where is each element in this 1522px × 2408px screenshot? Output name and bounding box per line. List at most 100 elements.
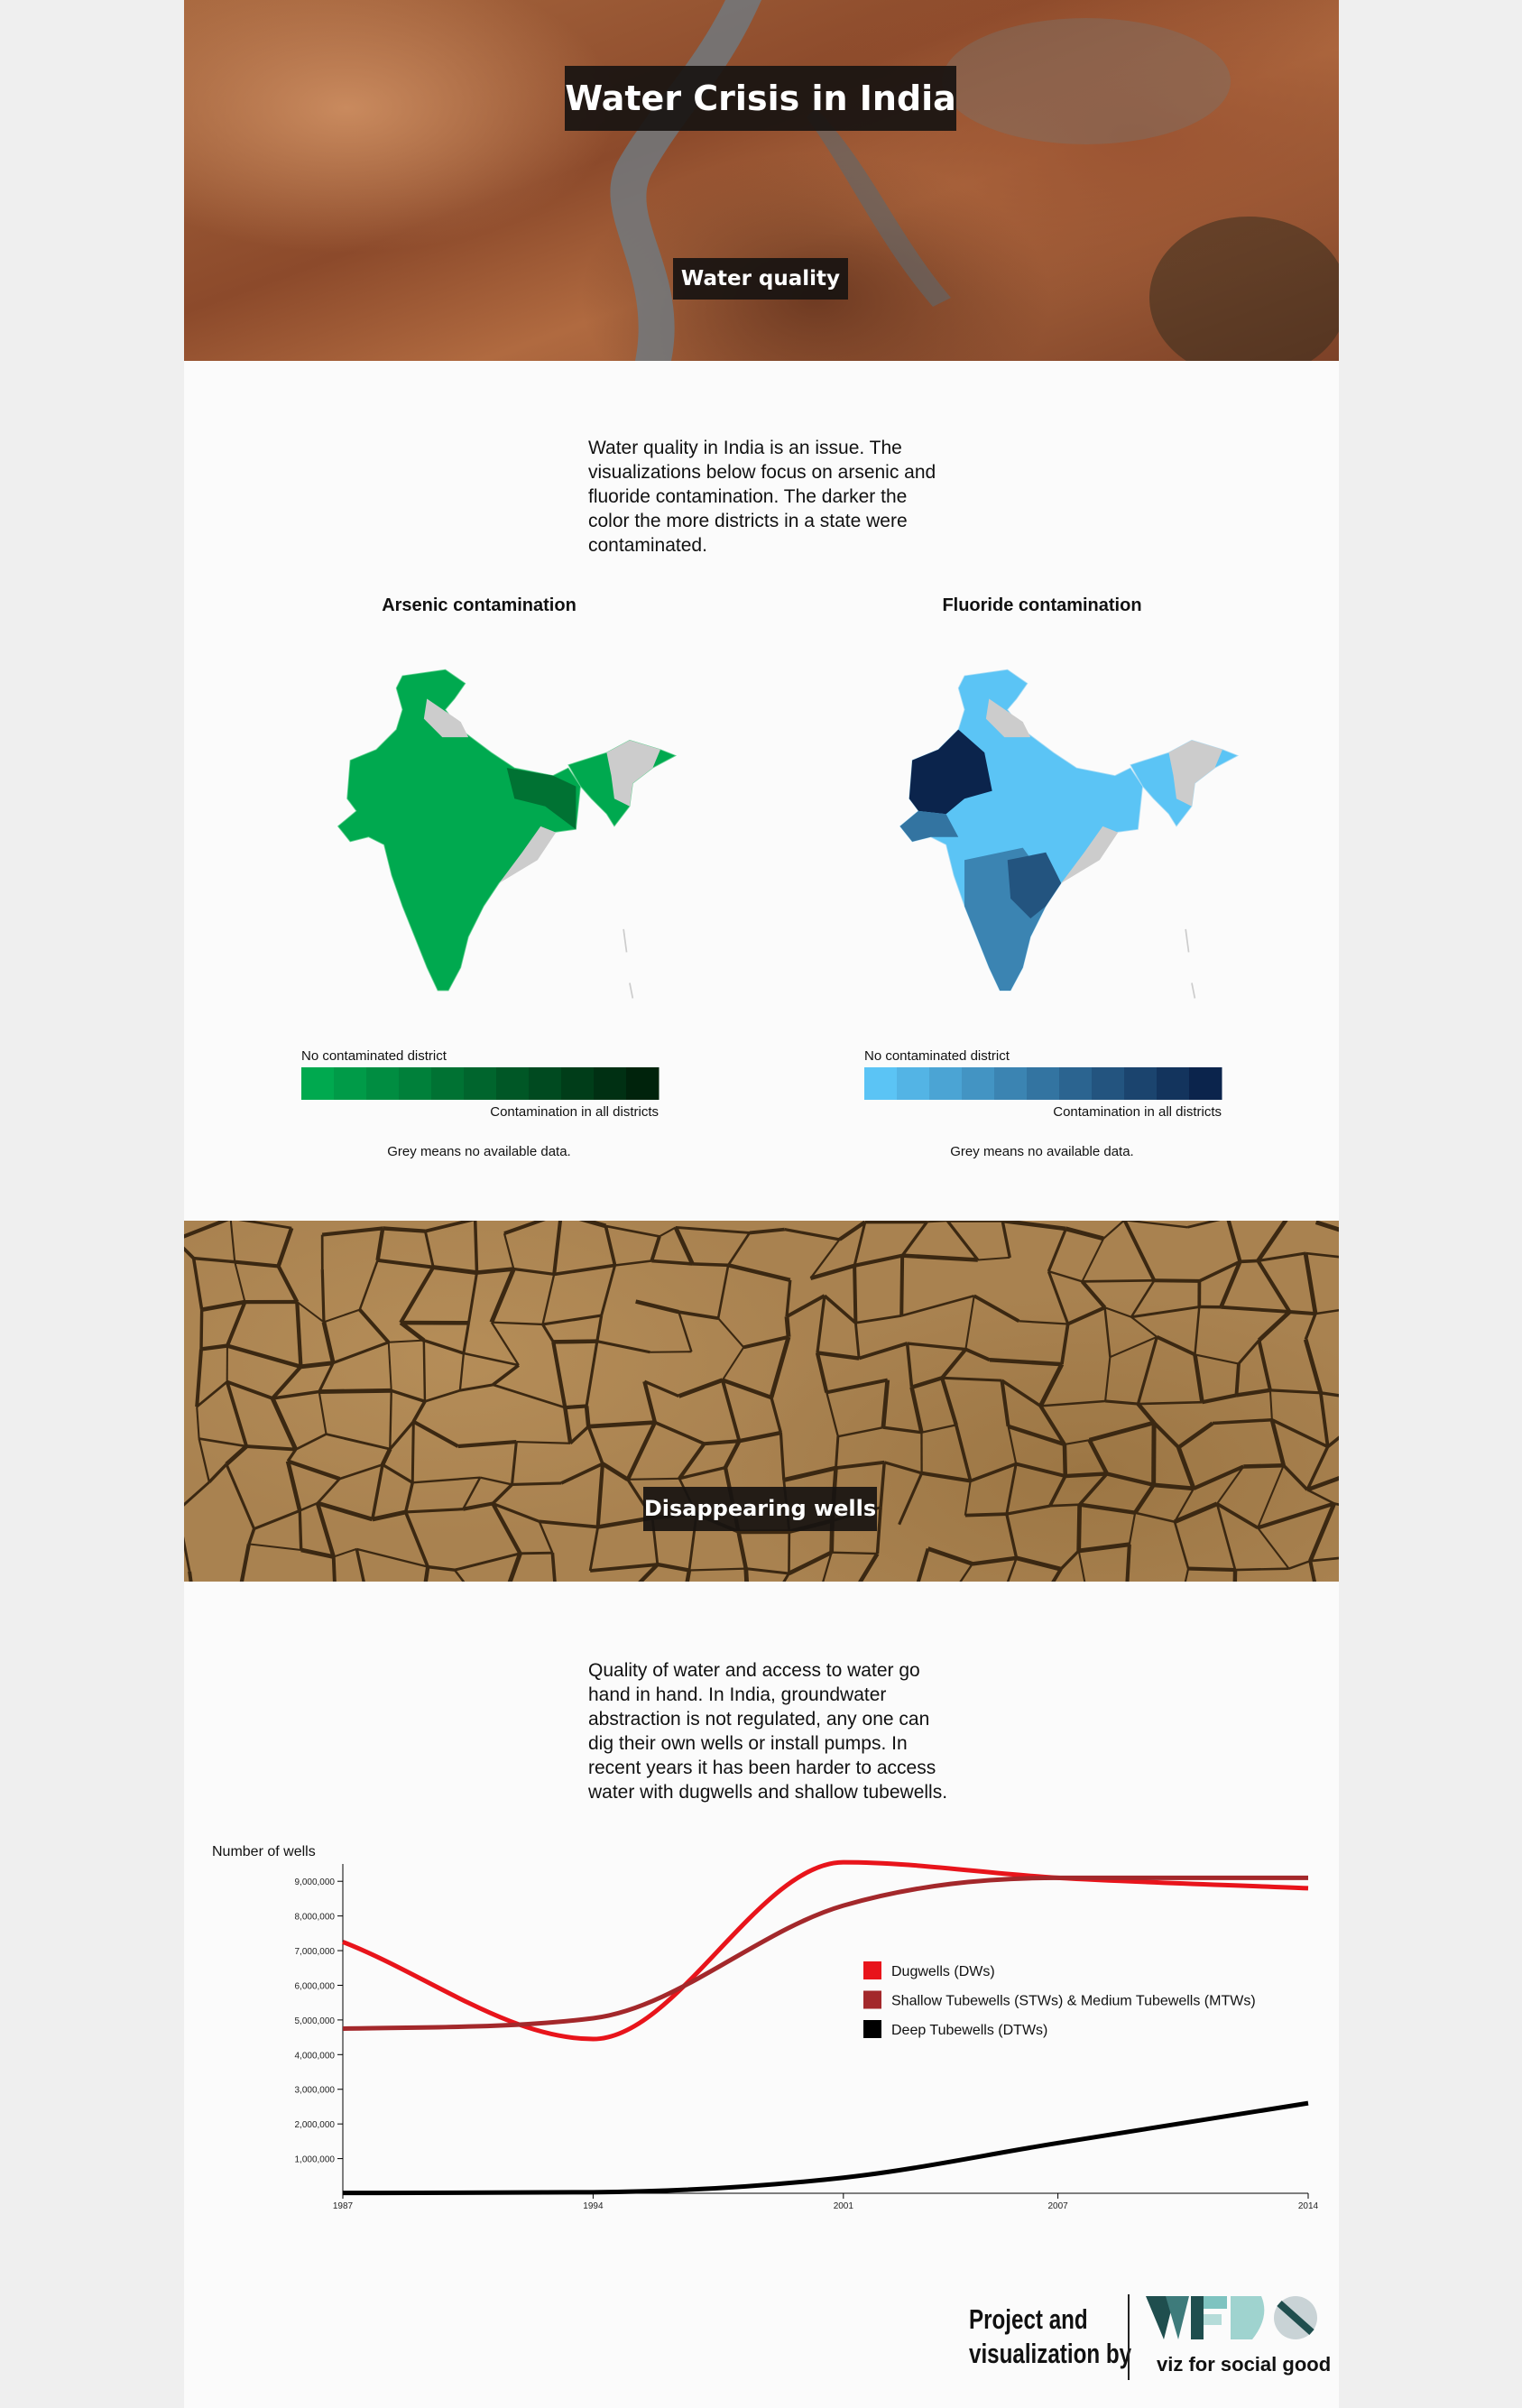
crack [1076, 1504, 1083, 1551]
crack [380, 1448, 392, 1466]
crack [1258, 1251, 1306, 1262]
crack [1051, 1568, 1063, 1582]
crack [234, 1261, 246, 1303]
crack [550, 1553, 557, 1582]
crack [853, 1323, 861, 1359]
crack [881, 1379, 890, 1428]
crack [375, 1228, 385, 1261]
section-title: Disappearing wells [643, 1487, 877, 1531]
crack [1193, 1354, 1204, 1403]
crack [1006, 1504, 1051, 1516]
crack [520, 1551, 553, 1555]
crack [1184, 1568, 1190, 1582]
crack [516, 1441, 571, 1444]
crack [1082, 1278, 1155, 1283]
crack [225, 1444, 248, 1466]
crack [511, 1441, 518, 1485]
legend-high-label: Contamination in all districts [1053, 1104, 1222, 1120]
crack [964, 1347, 991, 1362]
crack [1007, 1425, 1018, 1464]
crack [882, 1425, 922, 1435]
crack [1122, 1221, 1157, 1282]
crack [1102, 1221, 1126, 1240]
crack [1269, 1419, 1287, 1466]
crack [1038, 1363, 1065, 1407]
crack [704, 1439, 740, 1446]
crack [899, 1255, 905, 1316]
crack [424, 1389, 461, 1403]
crack [503, 1221, 546, 1235]
crack [1152, 1421, 1180, 1449]
legend-swatch [366, 1067, 400, 1100]
crack [1066, 1305, 1106, 1326]
crack [553, 1263, 615, 1277]
crack [1202, 1393, 1237, 1405]
crack [1048, 1475, 1067, 1508]
crack [563, 1407, 573, 1444]
crack [1128, 1512, 1137, 1545]
crack [458, 1352, 466, 1391]
crack [1221, 1305, 1290, 1314]
crack [491, 1321, 543, 1326]
y-tick-label: 1,000,000 [295, 2155, 336, 2165]
crack [853, 1222, 867, 1267]
crack [318, 1388, 392, 1394]
crack [248, 1543, 301, 1551]
crack [491, 1483, 513, 1505]
crack [782, 1573, 790, 1582]
crack [198, 1438, 211, 1483]
crack [1257, 1464, 1285, 1528]
crack [1226, 1221, 1242, 1262]
crack [389, 1420, 415, 1451]
crack [727, 1232, 752, 1267]
crack [387, 1342, 392, 1391]
crack [779, 1432, 786, 1481]
crack [1000, 1379, 1010, 1427]
crack [650, 1235, 661, 1262]
crack [296, 1301, 325, 1324]
crack [541, 1324, 555, 1343]
crack [678, 1310, 719, 1320]
crack [909, 1387, 924, 1434]
crack [476, 1267, 514, 1275]
crack [422, 1340, 427, 1402]
map-note: Grey means no available data. [950, 1144, 1134, 1159]
crack [1314, 1309, 1339, 1315]
hero-art [610, 0, 1339, 361]
divider [1128, 2294, 1130, 2380]
crack [1195, 1353, 1240, 1365]
crack [184, 1221, 230, 1239]
crack [1078, 1472, 1109, 1506]
section-title: Water quality [673, 258, 848, 300]
crack [1007, 1424, 1065, 1447]
crack [198, 1437, 247, 1448]
crack [200, 1343, 228, 1352]
y-tick-label: 9,000,000 [295, 1878, 336, 1887]
crack [1133, 1483, 1156, 1515]
crack [643, 1379, 680, 1398]
crack [910, 1376, 943, 1389]
crack [1049, 1503, 1080, 1508]
crack [315, 1502, 336, 1558]
crack [295, 1301, 303, 1367]
x-tick-label: 2014 [1298, 2201, 1319, 2211]
crack [512, 1481, 562, 1487]
crack [1104, 1357, 1112, 1402]
crack [1282, 1463, 1309, 1491]
crack [462, 1501, 493, 1511]
crack [356, 1547, 429, 1568]
crack [333, 1547, 357, 1558]
crack [940, 1377, 958, 1425]
crack [722, 1378, 772, 1400]
crack [1305, 1445, 1330, 1491]
legend-swatch [897, 1067, 930, 1100]
crack [1215, 1503, 1237, 1571]
crack [875, 1507, 882, 1555]
crack [816, 1351, 860, 1361]
crack [1154, 1278, 1200, 1283]
crack [724, 1440, 742, 1469]
crack [835, 1436, 840, 1469]
crack [191, 1258, 204, 1310]
crack [595, 1463, 604, 1527]
